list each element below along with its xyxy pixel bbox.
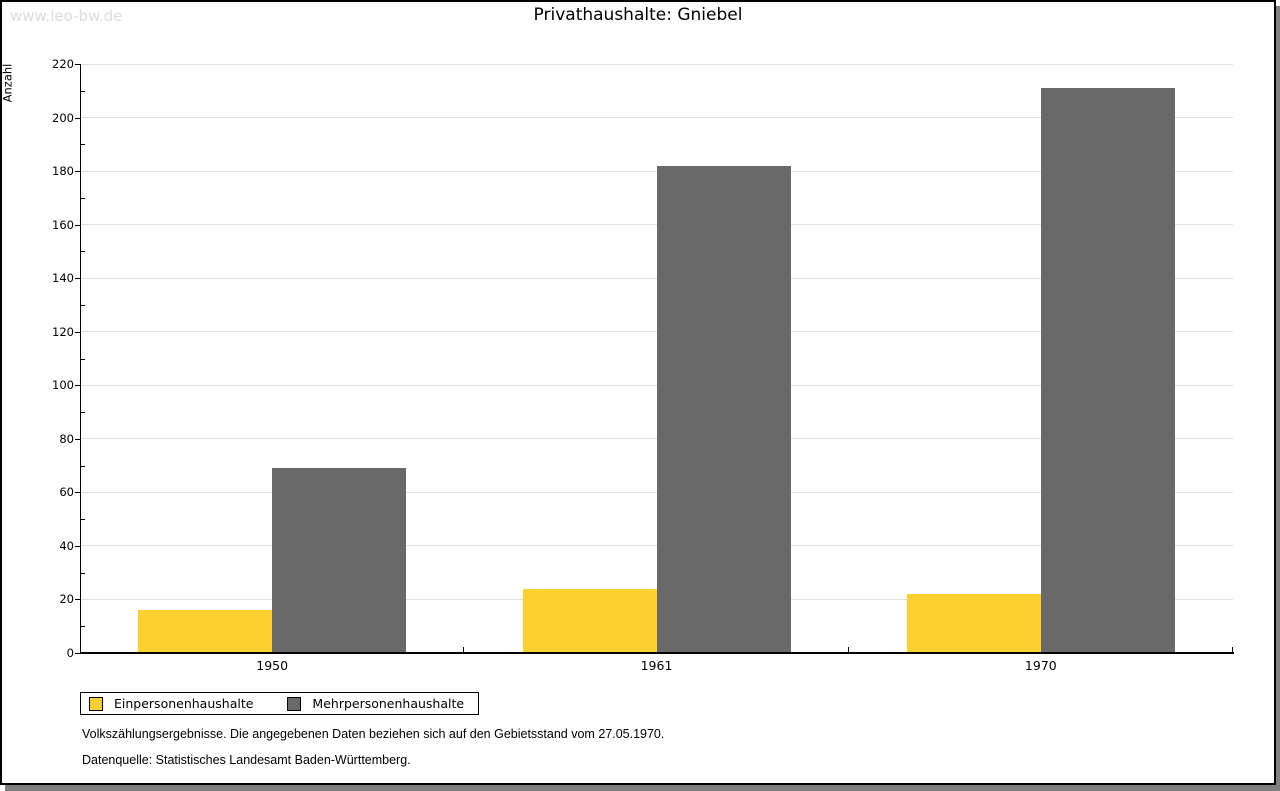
y-tick-minor [81, 144, 85, 146]
legend-item: Mehrpersonenhaushalte [287, 696, 464, 711]
x-category-label: 1961 [640, 658, 673, 673]
y-tick-minor [81, 412, 85, 414]
y-tick-minor [81, 465, 85, 467]
legend: Einpersonenhaushalte Mehrpersonenhaushal… [80, 692, 480, 715]
legend-label: Einpersonenhaushalte [114, 696, 254, 711]
bar-einpersonenhaushalte-1950 [138, 610, 273, 653]
y-axis-label: Anzahl [0, 63, 15, 103]
plot-area [80, 63, 1233, 653]
y-tick-label: 220 [52, 57, 74, 71]
y-tick-label: 140 [52, 271, 74, 286]
y-tick [75, 278, 80, 280]
y-tick [75, 117, 80, 119]
y-tick-minor [81, 626, 85, 628]
legend-item: Einpersonenhaushalte [89, 696, 253, 711]
y-tick-label: 120 [52, 324, 74, 339]
bar-mehrpersonenhaushalte-1950 [272, 468, 407, 653]
y-tick-label: 40 [59, 538, 74, 553]
y-gridline [80, 63, 1233, 65]
y-tick-label: 180 [52, 164, 74, 179]
y-tick-minor [81, 519, 85, 521]
bar-einpersonenhaushalte-1970 [906, 594, 1041, 653]
y-tick [75, 599, 80, 601]
site-watermark: www.leo-bw.de [10, 7, 123, 25]
bar-mehrpersonenhaushalte-1961 [656, 166, 791, 653]
y-tick [75, 438, 80, 440]
y-tick-minor [81, 90, 85, 92]
y-tick [75, 64, 80, 65]
y-tick-label: 100 [52, 378, 74, 393]
y-tick [75, 171, 80, 173]
y-tick [75, 492, 80, 494]
y-tick [75, 545, 80, 547]
y-axis-line [80, 64, 81, 654]
y-tick-label: 200 [52, 110, 74, 125]
legend-swatch-mehrpersonenhaushalte [287, 696, 302, 711]
y-tick-label: 60 [59, 485, 74, 500]
x-boundary-tick [847, 647, 849, 653]
bar-mehrpersonenhaushalte-1970 [1040, 88, 1175, 653]
x-axis-line [80, 652, 1234, 654]
y-tick [75, 331, 80, 333]
x-category-label: 1950 [256, 658, 289, 673]
y-tick [75, 385, 80, 387]
y-tick-label: 0 [66, 646, 74, 660]
x-category-label: 1970 [1024, 658, 1057, 673]
footnote-source-note: Volkszählungsergebnisse. Die angegebenen… [82, 727, 665, 741]
y-tick-label: 20 [59, 592, 74, 607]
y-tick-minor [81, 572, 85, 574]
footnote-data-source: Datenquelle: Statistisches Landesamt Bad… [82, 753, 411, 767]
legend-label: Mehrpersonenhaushalte [312, 696, 465, 711]
x-boundary-tick [463, 647, 465, 653]
y-tick-label: 80 [59, 431, 74, 446]
y-tick-minor [81, 304, 85, 306]
bar-einpersonenhaushalte-1961 [522, 589, 657, 653]
y-tick [75, 224, 80, 226]
y-gridline [80, 117, 1233, 119]
y-tick-minor [81, 197, 85, 199]
y-tick-minor [81, 358, 85, 360]
x-boundary-tick [1232, 647, 1233, 653]
y-tick-label: 160 [52, 217, 74, 232]
y-tick-minor [81, 251, 85, 253]
legend-swatch-einpersonenhaushalte [89, 696, 103, 711]
y-tick [75, 653, 80, 654]
chart-title: Privathaushalte: Gniebel [533, 5, 743, 25]
